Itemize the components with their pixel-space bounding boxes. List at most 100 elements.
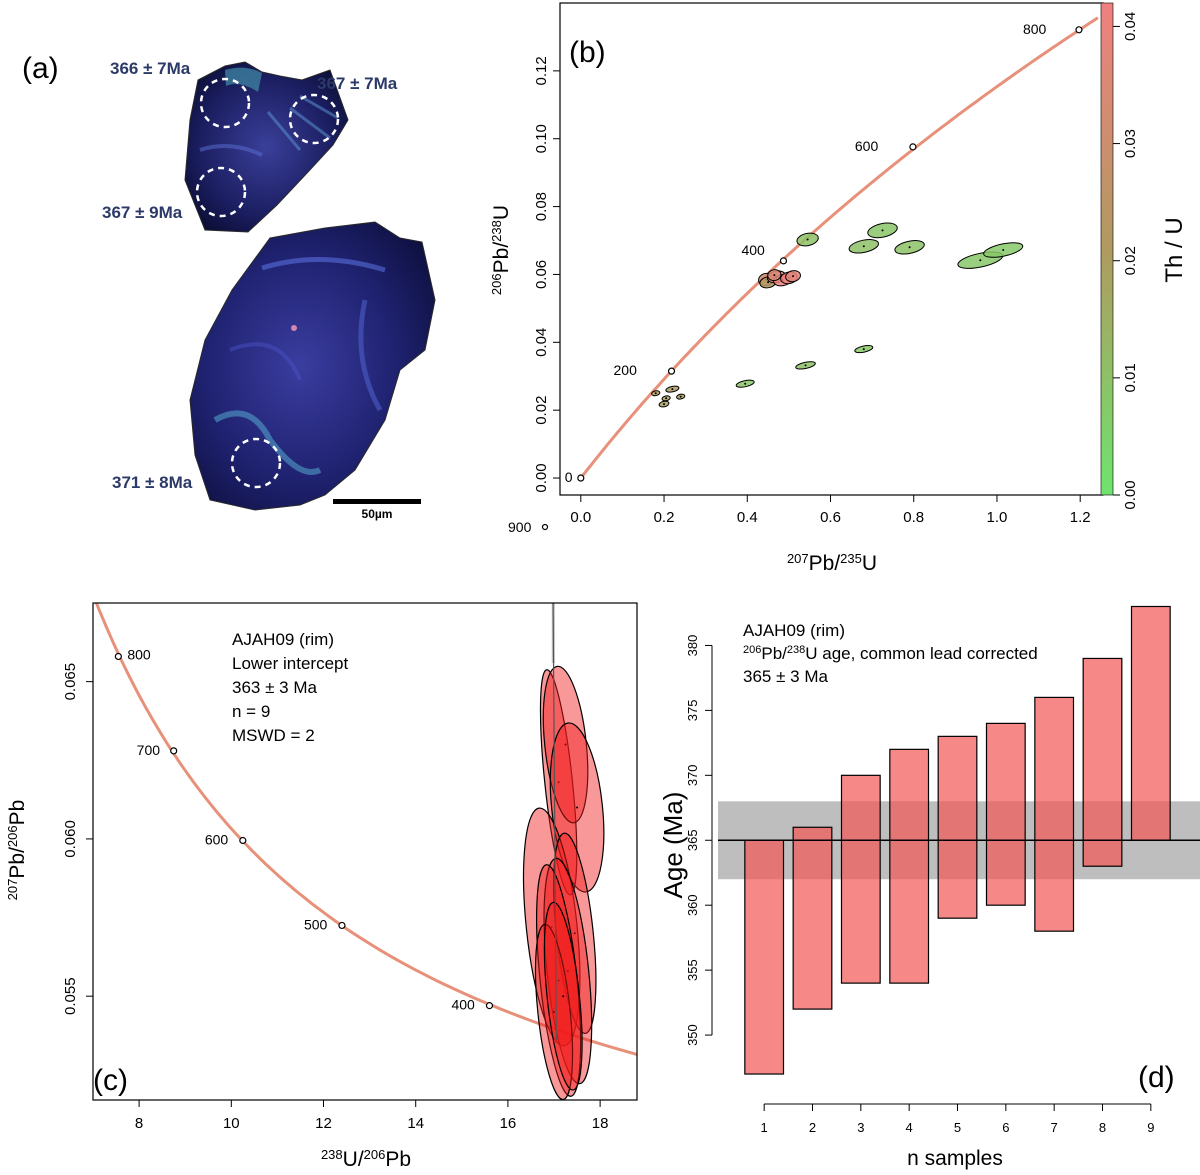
annotation-line: 363 ± 3 Ma xyxy=(232,678,317,697)
age-marker xyxy=(114,652,122,661)
spot-age-label: 371 ± 8Ma xyxy=(112,473,193,492)
y-axis-label-c: 207Pb/206Pb xyxy=(5,800,30,901)
age-marker-label: 700 xyxy=(137,742,161,758)
age-marker xyxy=(667,367,676,375)
x-tick-label: 7 xyxy=(1051,1120,1058,1135)
data-point xyxy=(908,246,911,249)
data-point xyxy=(576,806,579,809)
data-point xyxy=(862,348,865,351)
x-tick-label: 6 xyxy=(1002,1120,1009,1135)
annotation-line: n = 9 xyxy=(232,702,270,721)
y-tick-label: 380 xyxy=(685,635,700,657)
annotation-line: 365 ± 3 Ma xyxy=(743,667,828,686)
age-marker xyxy=(239,836,247,845)
spot-age-label: 367 ± 9Ma xyxy=(102,203,183,222)
y-tick-label: 370 xyxy=(685,764,700,786)
age-bar xyxy=(840,774,881,984)
annotation-line: AJAH09 (rim) xyxy=(232,630,334,649)
data-point xyxy=(566,970,569,973)
zircon-grain-lower xyxy=(189,221,436,511)
colorbar-tick-label: 0.03 xyxy=(1122,129,1139,158)
data-point xyxy=(767,281,770,284)
plot-area-b: 0 200 400 600 800 900 0.0 0.2 0.4 0.6 0.8 1.0 1.2 0.0… xyxy=(508,16,1099,535)
colorbar-tick-label: 0.01 xyxy=(1122,363,1139,392)
data-point xyxy=(881,229,884,232)
panel-b-label: (b) xyxy=(569,36,606,69)
age-marker-label: 500 xyxy=(304,916,328,932)
colorbar-tick-label: 0.02 xyxy=(1122,246,1139,275)
colorbar-tick-label: 0.04 xyxy=(1122,12,1139,41)
plot-frame-c xyxy=(92,602,638,1101)
x-axis-label-b: 207Pb/235U xyxy=(787,551,877,576)
y-tick-label: 0.065 xyxy=(62,663,79,701)
data-point xyxy=(773,274,776,277)
age-marker xyxy=(170,747,178,755)
colorbar-tick-label: 0.00 xyxy=(1122,480,1139,509)
x-tick-label: 0.2 xyxy=(654,509,675,526)
age-marker xyxy=(485,1002,494,1010)
spot-age-label: 367 ± 7Ma xyxy=(317,74,398,93)
x-tick-label: 4 xyxy=(906,1120,913,1135)
data-point xyxy=(671,388,674,391)
y-tick-label: 360 xyxy=(685,894,700,916)
x-tick-label: 0.8 xyxy=(903,509,924,526)
x-tick-label: 18 xyxy=(592,1115,609,1132)
y-tick-label: 355 xyxy=(685,959,700,981)
discordia-line xyxy=(552,603,557,1041)
x-tick-label: 16 xyxy=(500,1115,517,1132)
annotation-d: AJAH09 (rim) 206Pb/238U age, common lead… xyxy=(743,621,1038,686)
panel-d: 350 355 360 365 370 375 380 1 2 3 4 5 6 7 8 9 (d) AJAH0… xyxy=(658,605,1200,1170)
data-point xyxy=(557,781,560,784)
data-point xyxy=(663,403,666,406)
plot-clip-c xyxy=(94,603,637,1100)
age-marker xyxy=(338,921,346,930)
x-tick-label: 2 xyxy=(809,1120,816,1135)
y-tick-label: 0.04 xyxy=(533,328,550,357)
data-point xyxy=(665,397,668,400)
y-tick-label: 375 xyxy=(685,700,700,722)
x-tick-label: 0.4 xyxy=(737,509,758,526)
x-tick-label: 9 xyxy=(1147,1120,1154,1135)
annotation-c: AJAH09 (rim) Lower intercept 363 ± 3 Ma … xyxy=(232,630,349,745)
data-point xyxy=(804,364,807,367)
age-marker-label: 400 xyxy=(741,242,765,258)
age-marker xyxy=(779,257,788,265)
y-tick-label: 0.02 xyxy=(533,396,550,425)
y-tick-label: 0.10 xyxy=(533,124,550,153)
spot-age-label: 366 ± 7Ma xyxy=(110,59,191,78)
spot-circle xyxy=(288,93,340,145)
y-tick-label: 350 xyxy=(685,1024,700,1046)
x-axis-label-d: n samples xyxy=(907,1147,1003,1170)
y-tick-label: 365 xyxy=(685,829,700,851)
annotation-line: Lower intercept xyxy=(232,654,349,673)
age-marker xyxy=(577,474,585,482)
y-axis-label-b: 206Pb/238U xyxy=(489,205,514,295)
y-tick-label: 0.06 xyxy=(533,260,550,289)
x-axis-label-c: 238U/206Pb xyxy=(321,1147,411,1172)
y-tick-label: 0.060 xyxy=(62,820,79,858)
age-marker xyxy=(1075,26,1083,34)
x-tick-label: 12 xyxy=(315,1115,332,1132)
x-tick-label: 14 xyxy=(407,1115,424,1132)
x-tick-label: 0.6 xyxy=(820,509,841,526)
x-tick-label: 0.0 xyxy=(570,509,591,526)
spot-circle xyxy=(230,437,282,489)
annotation-line: 206Pb/238U age, common lead corrected xyxy=(743,644,1038,663)
colorbar-ticks: 0.00 0.01 0.02 0.03 0.04 xyxy=(1113,12,1139,510)
x-tick-label: 1.0 xyxy=(987,509,1008,526)
concordia-curve xyxy=(579,16,1099,479)
data-point xyxy=(862,245,865,248)
data-point xyxy=(792,275,795,278)
concordia-curve xyxy=(94,603,637,1057)
age-bar xyxy=(985,722,1026,906)
age-bar xyxy=(889,748,930,984)
data-point xyxy=(573,932,576,935)
data-point xyxy=(1002,249,1005,252)
spot-circle xyxy=(199,77,251,129)
panel-d-label: (d) xyxy=(1138,1061,1175,1094)
colorbar xyxy=(1100,2,1114,496)
y-tick-label: 0.055 xyxy=(62,977,79,1015)
y-tick-label: 0.00 xyxy=(533,463,550,492)
age-bar xyxy=(744,839,785,1075)
colorbar-label: Th / U xyxy=(1161,217,1188,282)
